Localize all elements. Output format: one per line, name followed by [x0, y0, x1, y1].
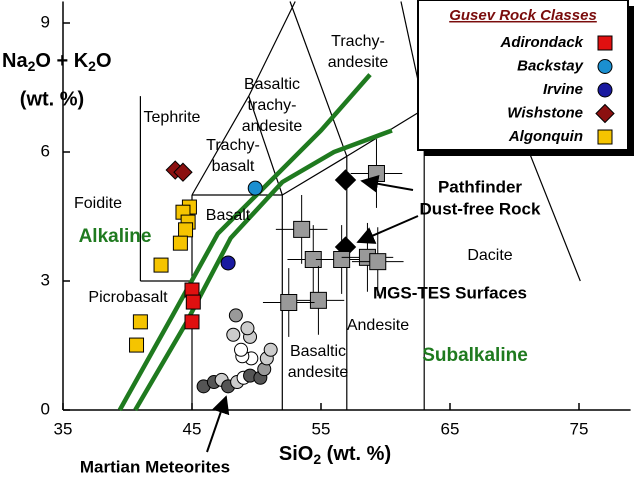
y-axis-title-part: 2	[88, 58, 96, 74]
y-axis-title: Na2O + K2O	[2, 50, 112, 73]
divide-label: Alkaline	[79, 226, 152, 247]
set-label: Martian Meteorites	[80, 457, 230, 476]
marker-circle	[247, 180, 263, 196]
marker-square	[185, 294, 201, 310]
marker-square	[280, 294, 298, 311]
field-label: Picrobasalt	[88, 289, 168, 306]
x-axis-title-part: 2	[313, 451, 321, 467]
x-tick-label: 75	[570, 419, 589, 438]
y-axis-title-units: (wt. %)	[20, 88, 84, 110]
divide-line	[133, 128, 393, 412]
marker-square	[172, 235, 188, 251]
x-tick-label: 65	[441, 419, 460, 438]
arrow	[360, 174, 414, 193]
arrow	[206, 395, 230, 453]
marker-square	[367, 165, 385, 182]
set-label: MGS-TES Surfaces	[373, 283, 527, 302]
field-label: Basaltic	[290, 343, 346, 360]
marker-square	[178, 222, 194, 238]
marker-diamond	[334, 169, 357, 191]
marker-square	[369, 253, 387, 271]
legend-box	[417, 0, 629, 151]
field-label: Trachy-	[331, 33, 385, 50]
y-axis-title-part: 2	[28, 58, 36, 74]
arrow	[356, 215, 419, 244]
legend: Adirondack Backstay Irvine Wishstone Algonqu…	[417, 0, 634, 156]
marker-square	[333, 251, 351, 268]
divide-label: Subalkaline	[422, 345, 528, 366]
legend-label: Irvine	[543, 81, 583, 98]
divide-line	[117, 73, 372, 412]
marker-circle	[228, 308, 243, 323]
marker-circle	[220, 255, 236, 271]
marker-square	[597, 35, 613, 51]
x-axis-title: SiO2 (wt. %)	[279, 443, 391, 466]
field-boundary	[289, 1, 348, 157]
marker-square	[597, 129, 613, 145]
set-label: Dust-free Rock	[420, 199, 541, 218]
field-label: Basaltic	[244, 76, 300, 93]
marker-circle	[226, 327, 241, 342]
field-label: Andesite	[347, 317, 409, 334]
x-tick-label: 55	[312, 419, 331, 438]
field-boundary	[248, 95, 283, 196]
y-tick-label: 0	[41, 399, 50, 418]
y-tick-label: 6	[41, 141, 50, 160]
x-axis-title-part: (wt. %)	[321, 443, 391, 465]
marker-circle	[234, 342, 249, 357]
field-label: basalt	[212, 158, 255, 175]
marker-circle	[263, 342, 278, 357]
marker-square	[184, 314, 200, 330]
legend-label: Adirondack	[499, 34, 583, 51]
set-label: Pathfinder	[438, 177, 522, 196]
field-boundary	[248, 1, 296, 97]
field-label: andesite	[242, 118, 303, 135]
field-label: Foidite	[74, 195, 122, 212]
legend-label: Backstay	[517, 57, 584, 74]
marker-diamond	[173, 162, 193, 182]
legend-title: Gusev Rock Classes	[449, 7, 597, 24]
legend-label: Algonquin	[508, 128, 583, 145]
marker-square	[129, 337, 145, 353]
marker-square	[132, 314, 148, 330]
field-boundary	[191, 95, 250, 196]
field-label: Basalt	[206, 207, 251, 224]
field-boundary	[281, 155, 348, 196]
marker-square	[153, 257, 169, 273]
marker-square	[293, 220, 311, 238]
field-label: andesite	[288, 364, 349, 381]
x-tick-label: 45	[183, 419, 202, 438]
y-tick-label: 3	[41, 270, 50, 289]
x-axis-title-part: SiO	[279, 443, 313, 465]
marker-circle	[597, 59, 613, 74]
y-tick-label: 9	[41, 12, 50, 31]
marker-circle	[240, 321, 255, 336]
legend-label: Wishstone	[507, 104, 583, 121]
y-axis-title-part: O	[96, 50, 112, 72]
marker-circle	[597, 82, 613, 98]
x-tick-label: 35	[54, 419, 73, 438]
marker-diamond	[595, 103, 615, 124]
y-axis-title-part: Na	[2, 50, 28, 72]
marker-square	[309, 291, 327, 309]
field-label: Tephrite	[144, 109, 201, 126]
field-label: Trachy-	[206, 137, 260, 154]
field-label: Dacite	[467, 247, 512, 264]
field-label: trachy-	[248, 97, 297, 114]
field-label: andesite	[328, 54, 389, 71]
y-axis-title-part: O + K	[35, 50, 88, 72]
